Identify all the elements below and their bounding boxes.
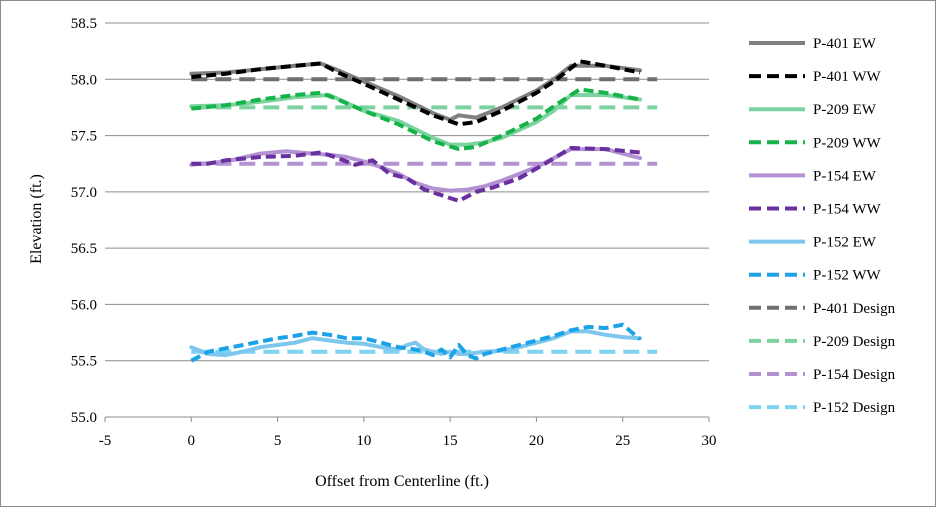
tick-labels: 55.0 55.5 56.0 56.5 57.0 57.5 58.0 58.5 -5 0 5 10 15… [71,16,717,449]
x-tick-label: 10 [356,433,371,449]
series-lines [189,59,658,363]
legend-label: P-209 EW [813,102,877,118]
y-tick-label: 56.5 [71,241,97,257]
series-line-p-152-ew [189,329,642,358]
legend-label: P-152 EW [813,235,877,251]
series-line-p-152-ww [190,322,642,363]
y-axis-label: Elevation (ft.) [28,174,45,264]
y-tick-label: 57.5 [71,129,97,145]
y-tick-label: 55.5 [71,354,97,370]
x-tick-label: 25 [615,433,630,449]
legend-label: P-209 Design [813,334,896,350]
legend-label: P-401 Design [813,301,896,317]
y-tick-label: 58.0 [71,72,97,88]
x-tick-label: 30 [702,433,717,449]
x-tick-label: 20 [529,433,544,449]
x-tick-label: -5 [99,433,112,449]
y-tick-label: 55.0 [71,410,97,426]
y-tick-label: 57.0 [71,185,97,201]
x-tick-label: 15 [443,433,458,449]
y-tick-label: 58.5 [71,16,97,32]
legend-label: P-154 WW [813,202,881,218]
legend-label: P-154 EW [813,168,877,184]
legend-label: P-152 WW [813,268,881,284]
x-tick-label: 0 [188,433,196,449]
series-line-p-401-ww [191,59,641,127]
series-line-p-154-ww [191,146,641,203]
legend-label: P-152 Design [813,400,896,416]
x-tick-label: 5 [274,433,282,449]
legend: P-401 EW P-401 WW P-209 EW P-209 WW P-154 EW… [749,36,896,416]
legend-label: P-154 Design [813,367,896,383]
legend-label: P-209 WW [813,135,881,151]
legend-label: P-401 EW [813,36,877,52]
series-line-p-209-ww [191,87,641,152]
y-tick-label: 56.0 [71,297,97,313]
x-axis-label: Offset from Centerline (ft.) [315,473,489,490]
legend-label: P-401 WW [813,69,881,85]
axes [104,416,710,422]
